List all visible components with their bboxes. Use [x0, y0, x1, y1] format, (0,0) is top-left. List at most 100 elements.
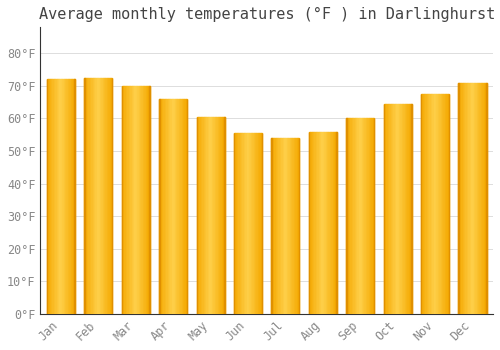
Bar	[216, 117, 218, 314]
Bar	[421, 94, 449, 314]
Bar	[50, 79, 51, 314]
Bar	[448, 94, 449, 314]
Bar	[396, 104, 398, 314]
Bar	[255, 133, 256, 314]
Bar	[128, 86, 130, 314]
Bar	[336, 132, 337, 314]
Bar	[54, 79, 56, 314]
Bar	[196, 117, 224, 314]
Bar	[170, 99, 172, 314]
Bar	[470, 83, 471, 314]
Bar	[178, 99, 180, 314]
Bar	[223, 117, 224, 314]
Bar	[298, 138, 300, 314]
Bar	[274, 138, 276, 314]
Bar	[318, 132, 320, 314]
Bar	[480, 83, 481, 314]
Bar	[245, 133, 246, 314]
Bar	[408, 104, 409, 314]
Bar	[394, 104, 395, 314]
Bar	[324, 132, 326, 314]
Bar	[159, 99, 160, 314]
Bar	[363, 119, 364, 314]
Bar	[445, 94, 446, 314]
Bar	[466, 83, 467, 314]
Bar	[147, 86, 148, 314]
Bar	[292, 138, 294, 314]
Bar	[218, 117, 219, 314]
Bar	[390, 104, 392, 314]
Bar	[126, 86, 128, 314]
Bar	[196, 117, 198, 314]
Bar	[428, 94, 430, 314]
Bar	[146, 86, 147, 314]
Bar	[317, 132, 318, 314]
Bar	[367, 119, 368, 314]
Bar	[234, 133, 235, 314]
Bar	[472, 83, 474, 314]
Bar	[392, 104, 394, 314]
Bar	[58, 79, 59, 314]
Bar	[244, 133, 245, 314]
Bar	[72, 79, 74, 314]
Bar	[51, 79, 52, 314]
Bar	[277, 138, 278, 314]
Bar	[309, 132, 310, 314]
Bar	[464, 83, 466, 314]
Bar	[400, 104, 402, 314]
Bar	[309, 132, 337, 314]
Bar	[132, 86, 133, 314]
Bar	[354, 119, 356, 314]
Bar	[90, 78, 92, 314]
Bar	[104, 78, 106, 314]
Bar	[281, 138, 282, 314]
Bar	[331, 132, 332, 314]
Bar	[86, 78, 87, 314]
Bar	[446, 94, 448, 314]
Bar	[332, 132, 334, 314]
Bar	[92, 78, 94, 314]
Bar	[220, 117, 222, 314]
Bar	[471, 83, 472, 314]
Bar	[84, 78, 112, 314]
Bar	[291, 138, 292, 314]
Bar	[385, 104, 386, 314]
Bar	[326, 132, 327, 314]
Bar	[148, 86, 150, 314]
Bar	[409, 104, 410, 314]
Bar	[322, 132, 323, 314]
Bar	[258, 133, 259, 314]
Bar	[276, 138, 277, 314]
Bar	[398, 104, 399, 314]
Bar	[286, 138, 287, 314]
Bar	[364, 119, 366, 314]
Bar	[254, 133, 255, 314]
Bar	[444, 94, 445, 314]
Bar	[47, 79, 75, 314]
Bar	[328, 132, 330, 314]
Bar	[313, 132, 314, 314]
Bar	[481, 83, 482, 314]
Bar	[200, 117, 202, 314]
Bar	[422, 94, 424, 314]
Bar	[273, 138, 274, 314]
Bar	[435, 94, 436, 314]
Bar	[68, 79, 70, 314]
Bar	[208, 117, 209, 314]
Bar	[425, 94, 426, 314]
Bar	[288, 138, 290, 314]
Bar	[144, 86, 146, 314]
Bar	[176, 99, 178, 314]
Bar	[259, 133, 260, 314]
Title: Average monthly temperatures (°F ) in Darlinghurst: Average monthly temperatures (°F ) in Da…	[38, 7, 495, 22]
Bar	[102, 78, 104, 314]
Bar	[100, 78, 101, 314]
Bar	[140, 86, 141, 314]
Bar	[467, 83, 468, 314]
Bar	[210, 117, 212, 314]
Bar	[282, 138, 284, 314]
Bar	[346, 119, 374, 314]
Bar	[284, 138, 286, 314]
Bar	[98, 78, 100, 314]
Bar	[404, 104, 406, 314]
